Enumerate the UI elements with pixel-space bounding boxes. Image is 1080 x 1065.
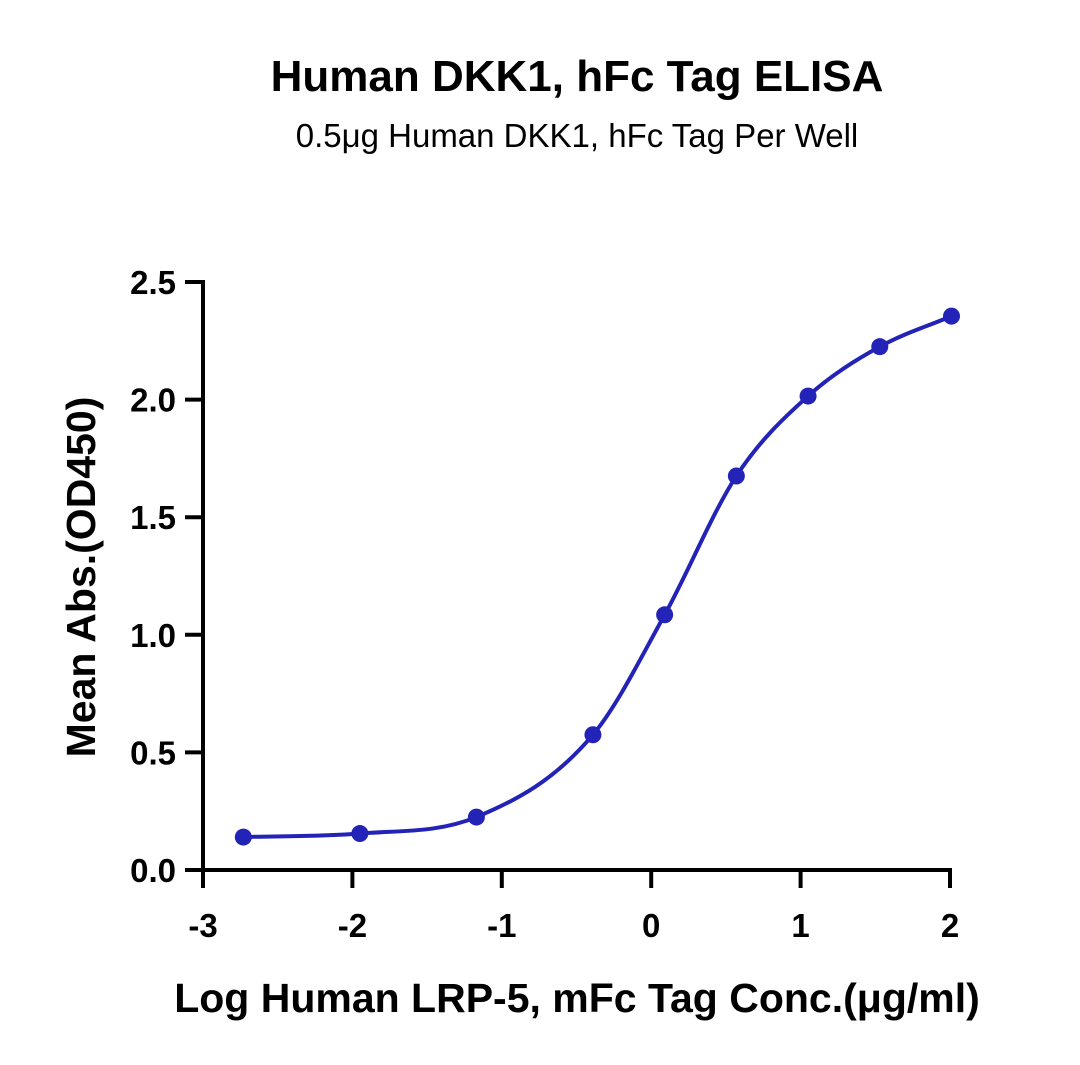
- y-tick-label: 0.5: [130, 734, 176, 771]
- data-point: [656, 606, 674, 624]
- axes: 0.0 0.5 1.0 1.5 2.0 2.5 -3 -2 -1 0 1 2: [130, 264, 959, 944]
- x-tick-label: -2: [338, 907, 367, 944]
- data-points-group: [234, 307, 960, 846]
- y-tick-label: 2.5: [130, 264, 176, 301]
- x-tick-label: 2: [941, 907, 959, 944]
- data-point: [799, 387, 817, 405]
- y-tick-label: 1.0: [130, 617, 176, 654]
- fit-curve: [241, 314, 954, 840]
- x-tick-label: 0: [642, 907, 660, 944]
- y-tick-label: 2.0: [130, 382, 176, 419]
- data-point: [727, 467, 745, 485]
- y-axis-label: Mean Abs.(OD450): [58, 397, 104, 758]
- data-point: [871, 338, 889, 356]
- data-point: [467, 808, 485, 826]
- fit-curve-group: [241, 314, 954, 840]
- data-point: [942, 307, 960, 325]
- data-point: [234, 828, 252, 846]
- data-point: [584, 726, 602, 744]
- x-tick-label: -1: [487, 907, 516, 944]
- y-tick-label: 0.0: [130, 852, 176, 889]
- x-tick-label: 1: [791, 907, 809, 944]
- data-point: [351, 825, 369, 843]
- x-tick-label: -3: [188, 907, 217, 944]
- y-tick-label: 1.5: [130, 499, 176, 536]
- chart-title: Human DKK1, hFc Tag ELISA: [271, 52, 884, 101]
- chart-subtitle: 0.5μg Human DKK1, hFc Tag Per Well: [296, 117, 859, 154]
- x-axis-label: Log Human LRP-5, mFc Tag Conc.(μg/ml): [174, 975, 980, 1021]
